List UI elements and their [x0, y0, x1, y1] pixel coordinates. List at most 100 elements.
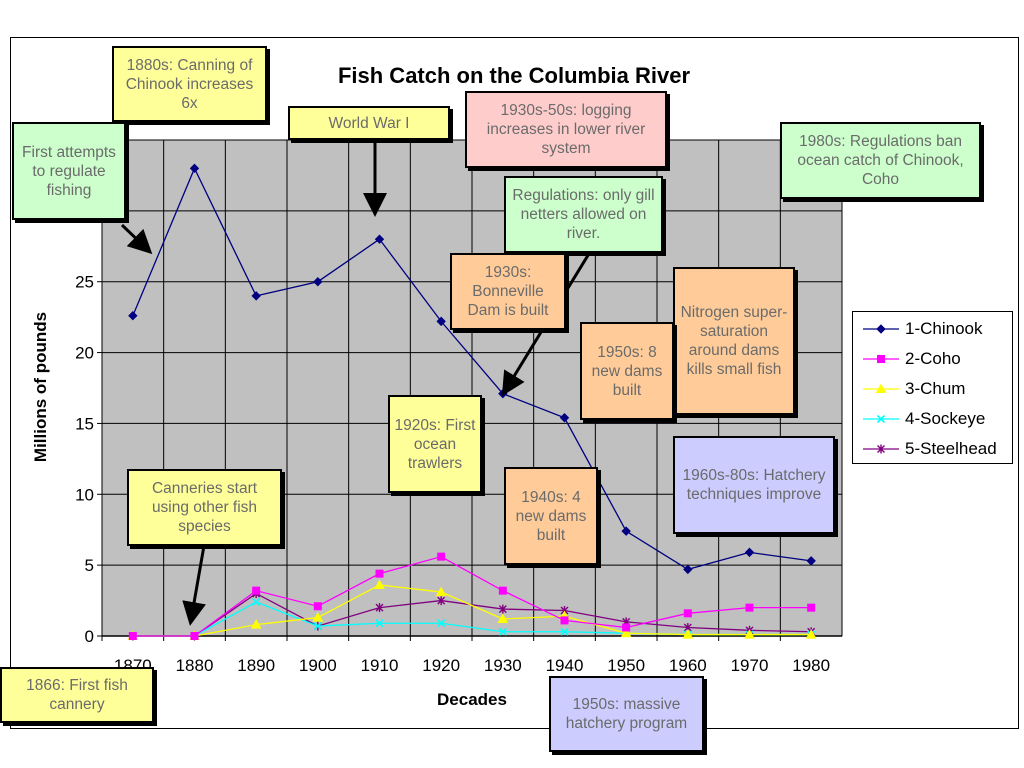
data-point	[560, 616, 569, 625]
y-tick-label: 15	[75, 414, 94, 433]
legend-item: 1-Chinook	[861, 319, 1011, 339]
x-tick-label: 1890	[237, 656, 275, 675]
data-point	[807, 603, 816, 612]
legend-marker	[876, 414, 886, 424]
note-1950s-dams: 1950s: 8 new dams built	[580, 322, 674, 420]
legend-swatch	[863, 383, 899, 393]
x-tick-label: 1900	[299, 656, 337, 675]
note-world-war-1: World War I	[288, 106, 450, 140]
chart-title: Fish Catch on the Columbia River	[338, 63, 690, 88]
note-1940s-dams: 1940s: 4 new dams built	[504, 467, 598, 565]
data-point	[744, 629, 755, 639]
data-point	[252, 586, 261, 595]
legend-swatch	[863, 355, 899, 363]
x-axis-label: Decades	[437, 690, 507, 709]
legend-item: 4-Sockeye	[861, 409, 1011, 429]
data-point	[498, 604, 507, 614]
data-point	[251, 291, 261, 301]
data-point	[683, 609, 692, 618]
x-tick-label: 1940	[546, 656, 584, 675]
note-1980s-regulations: 1980s: Regulations ban ocean catch of Ch…	[780, 122, 981, 199]
x-tick-label: 1930	[484, 656, 522, 675]
data-point	[806, 556, 816, 566]
legend-swatch	[863, 414, 899, 424]
data-point	[250, 619, 262, 629]
data-point	[375, 603, 384, 613]
data-point	[683, 564, 693, 575]
data-point	[375, 569, 384, 578]
note-hatchery-techniques: 1960s-80s: Hatchery techniques improve	[673, 436, 835, 534]
data-point	[745, 603, 754, 612]
note-bonneville: 1930s: Bonneville Dam is built	[450, 253, 566, 330]
legend-item: 2-Coho	[861, 349, 1011, 369]
data-point	[498, 627, 507, 636]
data-point	[252, 597, 261, 607]
legend-marker	[877, 444, 885, 454]
data-point	[620, 627, 632, 638]
note-1880s-canning: 1880s: Canning of Chinook increases 6x	[112, 46, 267, 122]
legend-marker	[877, 355, 885, 363]
x-tick-label: 1980	[792, 656, 830, 675]
legend-label: 1-Chinook	[905, 319, 983, 338]
x-tick-label: 1920	[422, 656, 460, 675]
data-point	[374, 234, 385, 244]
x-tick-label: 1880	[176, 656, 214, 675]
data-point	[312, 612, 324, 622]
data-point	[374, 579, 385, 589]
legend-marker	[875, 383, 887, 393]
data-point	[559, 413, 570, 423]
data-point	[560, 627, 569, 636]
data-point	[313, 602, 322, 611]
x-tick-label: 1970	[731, 656, 769, 675]
data-point	[744, 547, 755, 558]
y-tick-label: 5	[85, 556, 94, 575]
x-tick-label: 1950	[607, 656, 645, 675]
x-tick-label: 1960	[669, 656, 707, 675]
note-gill-netters: Regulations: only gill netters allowed o…	[504, 176, 663, 253]
data-point	[498, 586, 507, 595]
legend-label: 5-Steelhead	[905, 439, 997, 458]
series-2-coho	[128, 552, 816, 640]
y-tick-label: 25	[75, 273, 94, 292]
data-point	[622, 623, 631, 632]
data-point	[497, 613, 509, 623]
data-point	[436, 316, 446, 327]
note-logging: 1930s-50s: logging increases in lower ri…	[465, 91, 667, 168]
note-hatchery-program: 1950s: massive hatchery program	[549, 676, 704, 752]
data-point	[128, 632, 137, 640]
data-point	[682, 629, 694, 639]
data-point	[313, 277, 323, 287]
note-trawlers: 1920s: First ocean trawlers	[388, 395, 482, 493]
y-tick-label: 10	[75, 485, 94, 504]
legend-label: 4-Sockeye	[905, 409, 986, 428]
legend-swatch	[863, 444, 899, 454]
y-tick-label: 20	[75, 344, 94, 363]
data-point	[189, 163, 200, 174]
data-point	[437, 552, 446, 561]
data-point	[375, 619, 384, 628]
note-first-regulate: First attempts to regulate fishing	[12, 122, 126, 220]
legend-item: 5-Steelhead	[861, 439, 1011, 459]
data-point	[313, 622, 322, 631]
y-tick-label: 0	[85, 627, 94, 646]
note-first-cannery: 1866: First fish cannery	[0, 667, 154, 723]
note-canneries-other: Canneries start using other fish species	[127, 469, 282, 546]
data-point	[128, 311, 138, 321]
data-point	[435, 586, 447, 597]
data-point	[437, 619, 446, 628]
y-axis-label: Millions of pounds	[31, 312, 50, 462]
data-point	[437, 596, 446, 606]
legend-item: 3-Chum	[861, 379, 1011, 399]
data-point	[190, 632, 199, 640]
series-line	[132, 555, 812, 637]
chart-legend: 1-Chinook 2-Coho 3-Chum 4-Sockeye 5-Steelhea…	[852, 311, 1013, 464]
data-point	[805, 629, 817, 639]
slide-frame	[10, 37, 1019, 729]
note-nitrogen: Nitrogen super-saturation around dams ki…	[673, 267, 795, 415]
series-line	[132, 166, 812, 571]
legend-marker	[876, 324, 886, 334]
data-point	[621, 526, 631, 536]
x-tick-label: 1910	[361, 656, 399, 675]
legend-swatch	[863, 324, 899, 334]
series-line	[132, 584, 812, 637]
